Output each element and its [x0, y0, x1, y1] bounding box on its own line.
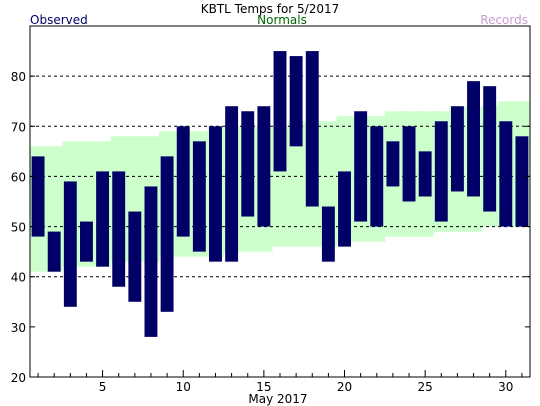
observed-bar-day-7 — [128, 211, 142, 302]
x-axis-label: May 2017 — [248, 392, 307, 406]
y-tick-label-50: 50 — [11, 221, 26, 235]
observed-bar-day-10 — [176, 126, 190, 237]
normal-range-day-17 — [288, 121, 305, 247]
observed-bar-day-29 — [483, 86, 497, 212]
y-tick-label-40: 40 — [11, 271, 26, 285]
observed-bar-day-28 — [467, 81, 480, 197]
observed-bar-day-15 — [257, 106, 271, 227]
legend-records: Records — [480, 13, 528, 27]
observed-bar-day-11 — [192, 141, 206, 252]
x-tick-label-20: 20 — [337, 380, 352, 394]
observed-bar-day-1 — [31, 156, 45, 237]
observed-bar-day-18 — [305, 51, 319, 207]
observed-bar-day-4 — [80, 221, 93, 262]
y-tick-label-60: 60 — [11, 170, 26, 184]
observed-bar-day-16 — [273, 51, 287, 172]
observed-bar-day-22 — [370, 126, 384, 227]
observed-bar-day-3 — [63, 181, 77, 307]
observed-bar-day-31 — [515, 136, 529, 227]
observed-bar-day-25 — [418, 151, 432, 197]
observed-bar-day-14 — [241, 111, 255, 217]
observed-bar-day-26 — [434, 121, 448, 222]
legend-normals: Normals — [257, 13, 307, 27]
observed-bar-day-30 — [499, 121, 513, 227]
observed-bar-day-23 — [386, 141, 400, 187]
y-tick-label-20: 20 — [11, 371, 26, 385]
observed-bar-day-8 — [144, 186, 158, 337]
x-tick-label-25: 25 — [418, 380, 433, 394]
observed-bar-day-20 — [338, 171, 351, 247]
x-tick-label-15: 15 — [256, 380, 271, 394]
x-tick-label-10: 10 — [176, 380, 191, 394]
y-tick-label-70: 70 — [11, 120, 26, 134]
legend-observed: Observed — [30, 13, 88, 27]
observed-bar-day-24 — [402, 126, 416, 202]
observed-bar-day-12 — [209, 126, 222, 262]
observed-bar-day-19 — [321, 206, 335, 262]
y-tick-label-80: 80 — [11, 70, 26, 84]
observed-bar-day-6 — [112, 171, 126, 287]
observed-bar-day-5 — [96, 171, 110, 267]
observed-bar-day-9 — [160, 156, 174, 312]
y-tick-label-30: 30 — [11, 321, 26, 335]
x-tick-label-30: 30 — [498, 380, 513, 394]
observed-bar-day-13 — [225, 106, 239, 262]
plot-area: 20 30 40 50 60 70 80 5 10 15 20 25 30 — [11, 25, 531, 394]
chart-title: KBTL Temps for 5/2017 — [201, 2, 340, 16]
observed-bars — [31, 51, 529, 337]
observed-bar-day-27 — [450, 106, 464, 192]
observed-bar-day-21 — [354, 111, 368, 222]
observed-bar-day-17 — [289, 56, 303, 147]
observed-bar-day-2 — [47, 231, 61, 272]
x-tick-label-5: 5 — [99, 380, 107, 394]
